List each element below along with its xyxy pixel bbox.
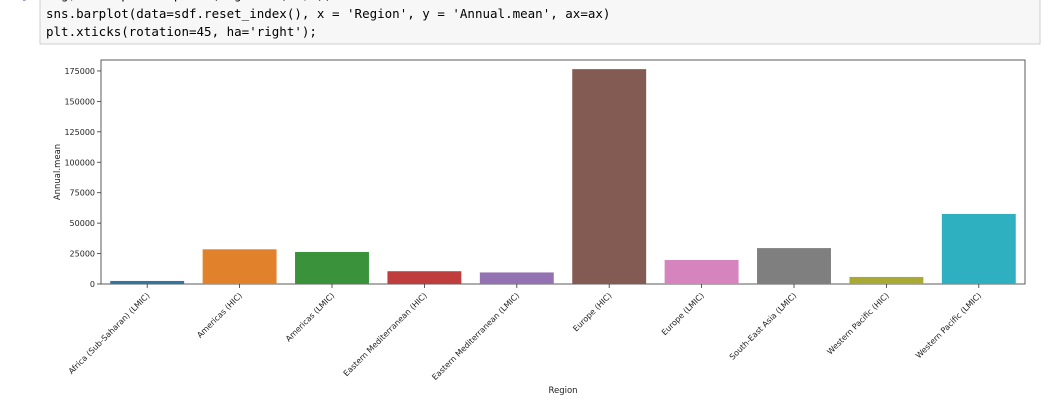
bar [110,280,185,284]
x-tick-label: Americas (HIC) [195,291,244,340]
x-tick-label: Europe (LMIC) [660,291,706,337]
bar [295,251,369,284]
y-tick-label: 75000 [70,189,95,198]
y-tick-label: 125000 [64,128,95,137]
x-axis-label: Region [548,386,577,396]
bar [387,271,462,284]
y-tick-label: 0 [90,280,95,289]
x-tick-label: Western Pacific (HIC) [825,291,890,356]
code-line: sns.barplot(data=sdf.reset_index(), x = … [46,6,610,21]
x-tick-label: Americas (LMIC) [284,291,337,344]
bar [849,276,924,284]
x-tick-label: Eastern Mediterranean (LMIC) [430,291,521,382]
x-tick-label: South-East Asia (LMIC) [728,291,799,362]
bar [572,69,647,284]
x-tick-label: Western Pacific (LMIC) [914,291,983,360]
y-axis-label: Annual.mean [53,144,63,200]
bar [479,272,554,284]
code-line: plt.xticks(rotation=45, ha='right'); [46,24,317,39]
x-tick-label: Europe (HIC) [571,291,613,333]
x-tick-label: Eastern Mediterranean (HIC) [342,291,429,378]
code-line: fig, ax = plt.subplots(figsize=(20,5)) [46,0,332,2]
y-tick-label: 150000 [64,97,95,106]
y-tick-label: 100000 [64,158,95,167]
plot-frame [100,59,1026,285]
y-tick-label: 25000 [70,250,95,259]
y-tick-label: 50000 [70,219,95,228]
bar [757,248,831,284]
bar [202,249,277,284]
x-tick-label: Africa (Sub-Saharan) (LMIC) [67,291,152,376]
bar [664,260,739,284]
cell-prompt: 199]: [0,0,36,2]
code-cell[interactable] [39,0,1041,45]
bar [941,214,1016,284]
y-tick-label: 175000 [64,67,95,76]
